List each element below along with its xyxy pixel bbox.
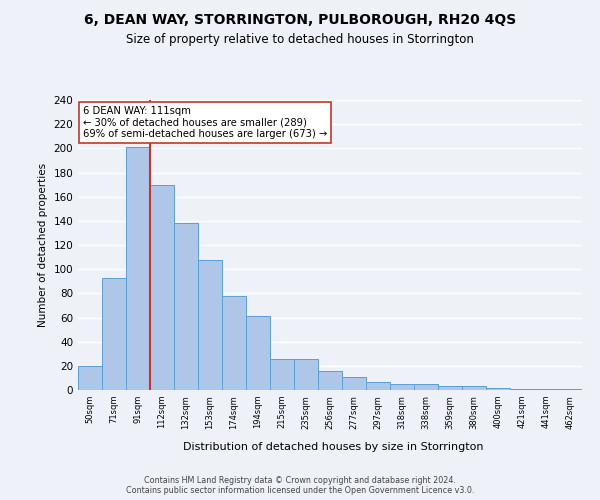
- Text: Contains HM Land Registry data © Crown copyright and database right 2024.
Contai: Contains HM Land Registry data © Crown c…: [126, 476, 474, 495]
- Bar: [270, 358, 294, 390]
- Bar: [318, 370, 342, 390]
- Bar: [126, 147, 150, 390]
- Bar: [366, 382, 390, 390]
- Text: Size of property relative to detached houses in Storrington: Size of property relative to detached ho…: [126, 32, 474, 46]
- Bar: [102, 278, 126, 390]
- Text: 6, DEAN WAY, STORRINGTON, PULBOROUGH, RH20 4QS: 6, DEAN WAY, STORRINGTON, PULBOROUGH, RH…: [84, 12, 516, 26]
- Text: Distribution of detached houses by size in Storrington: Distribution of detached houses by size …: [183, 442, 483, 452]
- Bar: [246, 316, 270, 390]
- Bar: [486, 388, 510, 390]
- Bar: [174, 223, 198, 390]
- Bar: [558, 389, 582, 390]
- Bar: [198, 260, 222, 390]
- Bar: [222, 296, 246, 390]
- Text: 6 DEAN WAY: 111sqm
← 30% of detached houses are smaller (289)
69% of semi-detach: 6 DEAN WAY: 111sqm ← 30% of detached hou…: [83, 106, 327, 139]
- Bar: [294, 358, 318, 390]
- Bar: [150, 184, 174, 390]
- Bar: [510, 389, 534, 390]
- Y-axis label: Number of detached properties: Number of detached properties: [38, 163, 48, 327]
- Bar: [390, 384, 414, 390]
- Bar: [462, 386, 486, 390]
- Bar: [78, 366, 102, 390]
- Bar: [342, 376, 366, 390]
- Bar: [438, 386, 462, 390]
- Bar: [534, 389, 558, 390]
- Bar: [414, 384, 438, 390]
